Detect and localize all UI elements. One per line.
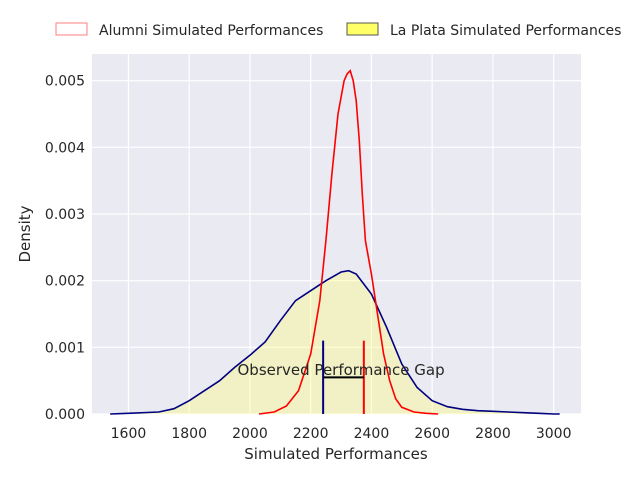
x-tick-label: 2200 (293, 426, 329, 442)
y-tick-label: 0.001 (45, 340, 85, 356)
legend: Alumni Simulated Performances La Plata S… (55, 22, 621, 39)
y-tick-label: 0.005 (45, 74, 85, 90)
x-tick-label: 2800 (475, 426, 511, 442)
legend-label-laplata: La Plata Simulated Performances (390, 23, 621, 39)
plot-background (92, 54, 581, 414)
legend-label-alumni: Alumni Simulated Performances (99, 23, 323, 39)
y-tick-labels: 0.000 0.001 0.002 0.003 0.004 0.005 (45, 74, 85, 423)
x-tick-label: 2600 (414, 426, 450, 442)
x-tick-label: 2000 (232, 426, 268, 442)
alumni-density-line (258, 69, 439, 415)
grid (92, 54, 581, 415)
marker-layer (322, 340, 365, 414)
x-axis-label: Simulated Performances (244, 445, 428, 463)
legend-swatch-laplata (346, 22, 379, 36)
y-axis-label: Density (16, 205, 34, 262)
series-layer (110, 69, 560, 415)
x-tick-label: 1800 (171, 426, 207, 442)
x-tick-label: 3000 (536, 426, 572, 442)
legend-swatch-alumni (55, 22, 88, 36)
x-tick-label: 2400 (354, 426, 390, 442)
annotation-observed-gap: Observed Performance Gap (238, 361, 445, 379)
y-tick-label: 0.003 (45, 207, 85, 223)
y-tick-label: 0.002 (45, 274, 85, 290)
x-tick-labels: 1600 1800 2000 2200 2400 2600 2800 3000 (111, 426, 572, 442)
laplata-density-line (110, 269, 560, 415)
x-tick-label: 1600 (111, 426, 147, 442)
y-tick-label: 0.004 (45, 140, 85, 156)
y-tick-label: 0.000 (45, 407, 85, 423)
